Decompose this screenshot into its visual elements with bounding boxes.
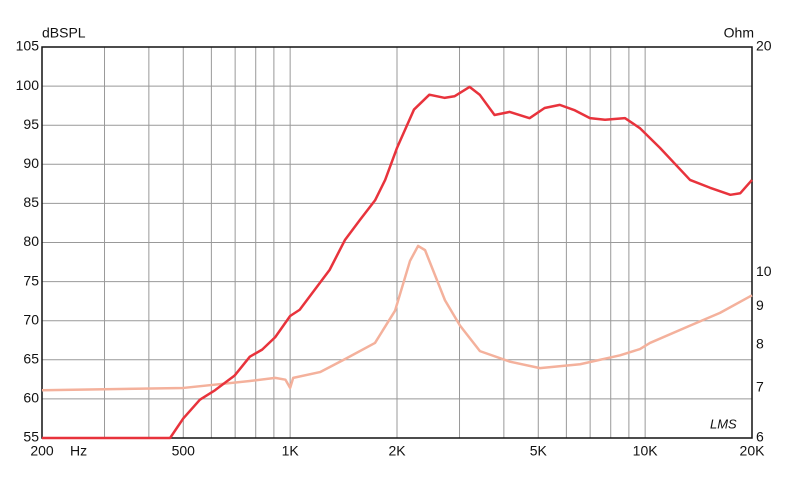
- x-tick-label: 20K: [740, 443, 766, 459]
- line-series: [42, 85, 753, 440]
- x-tick-label: 1K: [282, 443, 300, 459]
- watermark: LMS: [710, 416, 737, 431]
- y2-tick-label: 20: [756, 38, 772, 54]
- y-tick-label: 90: [23, 155, 39, 171]
- y-tick-label: 75: [23, 272, 39, 288]
- y-tick-label: 65: [23, 351, 39, 367]
- y-axis-label: dBSPL: [42, 25, 86, 41]
- y-tick-label: 80: [23, 233, 39, 249]
- y2-tick-label: 8: [756, 335, 764, 351]
- y2-tick-label: 10: [756, 263, 772, 279]
- y-tick-label: 60: [23, 390, 39, 406]
- x-tick-label: 5K: [530, 443, 548, 459]
- line-series: [41, 244, 753, 392]
- y-tick-label: 70: [23, 311, 39, 327]
- x-tick-label: 2K: [388, 443, 406, 459]
- y2-tick-label: 7: [756, 379, 764, 395]
- y2-tick-label: 9: [756, 297, 764, 313]
- x-tick-label: 10K: [633, 443, 659, 459]
- y-tick-label: 100: [16, 77, 40, 93]
- y-tick-label: 85: [23, 194, 39, 210]
- y-tick-label: 105: [16, 38, 40, 54]
- plot-frame: [41, 46, 753, 439]
- y2-axis-label: Ohm: [724, 25, 754, 41]
- y2-tick-label: 6: [756, 429, 764, 445]
- x-unit: Hz: [70, 443, 87, 459]
- x-tick-label: 500: [172, 443, 196, 459]
- y-tick-label: 55: [23, 429, 39, 445]
- y-tick-label: 95: [23, 116, 39, 132]
- x-tick-label: 200: [30, 443, 54, 459]
